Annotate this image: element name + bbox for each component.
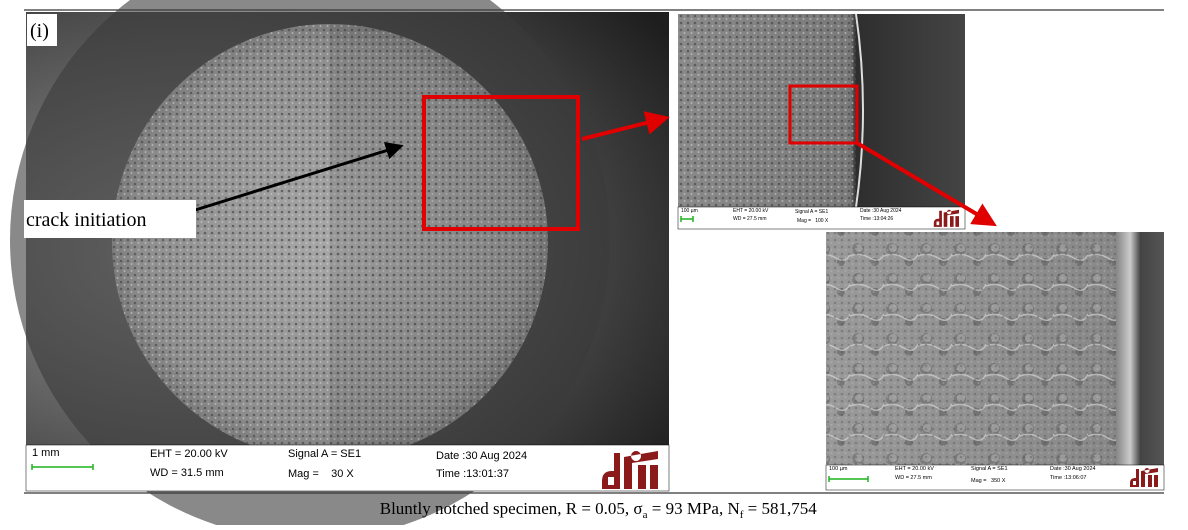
info-scale: 100 µm [829, 466, 848, 472]
info-time: Time :13:04:26 [860, 216, 893, 222]
info-mag: Mag = 100 X [797, 218, 829, 224]
detail-image [678, 14, 965, 207]
info-wd: WD = 31.5 mm [150, 467, 224, 479]
info-eht: EHT = 20.00 kV [733, 208, 769, 214]
info-eht: EHT = 20.00 kV [895, 466, 934, 472]
info-signal: Signal A = SE1 [795, 209, 828, 215]
info-date: Date :30 Aug 2024 [436, 450, 527, 462]
info-eht: EHT = 20.00 kV [150, 448, 228, 460]
caption-text: Bluntly notched specimen, R = 0.05, σ [380, 499, 643, 518]
close-up-image [826, 232, 1164, 465]
info-mag: Mag = 30 X [288, 468, 354, 480]
info-date: Date :30 Aug 2024 [1050, 466, 1096, 472]
caption: Bluntly notched specimen, R = 0.05, σa =… [358, 499, 829, 521]
info-signal: Signal A = SE1 [288, 448, 361, 460]
info-wd: WD = 27.5 mm [895, 475, 932, 481]
info-wd: WD = 27.5 mm [733, 216, 766, 222]
info-scale: 1 mm [32, 447, 60, 459]
figure: (i) crack initiation Bluntly notched spe… [0, 0, 1188, 525]
caption-text: = 581,754 [743, 499, 817, 518]
info-date: Date :30 Aug 2024 [860, 208, 902, 214]
info-signal: Signal A = SE1 [971, 466, 1008, 472]
annotation: crack initiation [26, 209, 147, 231]
info-time: Time :13:01:37 [436, 468, 509, 480]
info-mag: Mag = 350 X [971, 478, 1006, 484]
info-time: Time :13:06:07 [1050, 475, 1086, 481]
info-scale: 100 µm [681, 208, 698, 214]
panel-label: (i) [30, 20, 49, 42]
caption-text: = 93 MPa, N [648, 499, 740, 518]
